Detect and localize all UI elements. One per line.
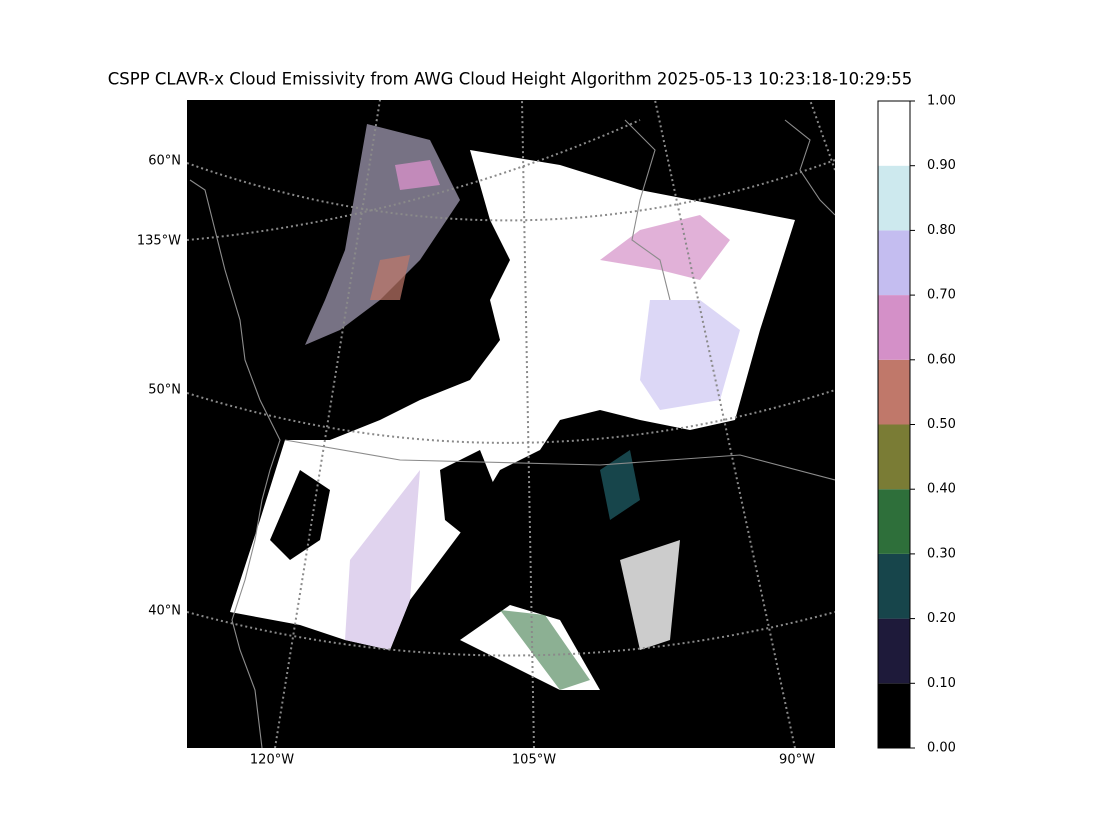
colorbar-bin <box>878 683 910 748</box>
colorbar-tick-label: 0.50 <box>927 417 956 432</box>
colorbar-bin <box>878 489 910 554</box>
colorbar-tick-label: 0.90 <box>927 158 956 173</box>
colorbar-bin <box>878 230 910 296</box>
map-content <box>187 100 835 748</box>
title: CSPP CLAVR-x Cloud Emissivity from AWG C… <box>108 70 912 89</box>
colorbar-bin <box>878 553 910 619</box>
colorbar-tick-label: 0.20 <box>927 611 956 626</box>
colorbar-bin <box>878 618 910 684</box>
lon-label: 135°W <box>137 234 181 249</box>
colorbar-tick-label: 0.40 <box>927 482 956 497</box>
colorbar-bin <box>878 359 910 425</box>
lat-label: 60°N <box>148 154 181 169</box>
colorbar-tick-label: 0.30 <box>927 546 956 561</box>
colorbar-tick-label: 1.00 <box>927 94 956 109</box>
colorbar-tick-label: 0.80 <box>927 223 956 238</box>
colorbar-tick-label: 0.70 <box>927 288 956 303</box>
lon-label: 90°W <box>779 753 815 768</box>
colorbar-tick-label: 0.10 <box>927 676 956 691</box>
colorbar: 0.00 0.10 0.20 0.30 0.40 0.50 0.60 0.70 0.80 0.90… <box>877 94 956 756</box>
lat-label: 50°N <box>148 383 181 398</box>
map: 60°N 135°W 50°N 40°N 120°W 105°W 90°W <box>137 100 835 768</box>
lon-label: 105°W <box>512 753 556 768</box>
lon-label: 120°W <box>250 753 294 768</box>
colorbar-bin <box>878 101 910 166</box>
colorbar-bin <box>878 295 910 360</box>
colorbar-bin <box>878 165 910 231</box>
lat-label: 40°N <box>148 604 181 619</box>
colorbar-tick-label: 0.60 <box>927 352 956 367</box>
cloud-swath <box>230 124 795 690</box>
colorbar-bin <box>878 424 910 490</box>
colorbar-tick-label: 0.00 <box>927 741 956 756</box>
